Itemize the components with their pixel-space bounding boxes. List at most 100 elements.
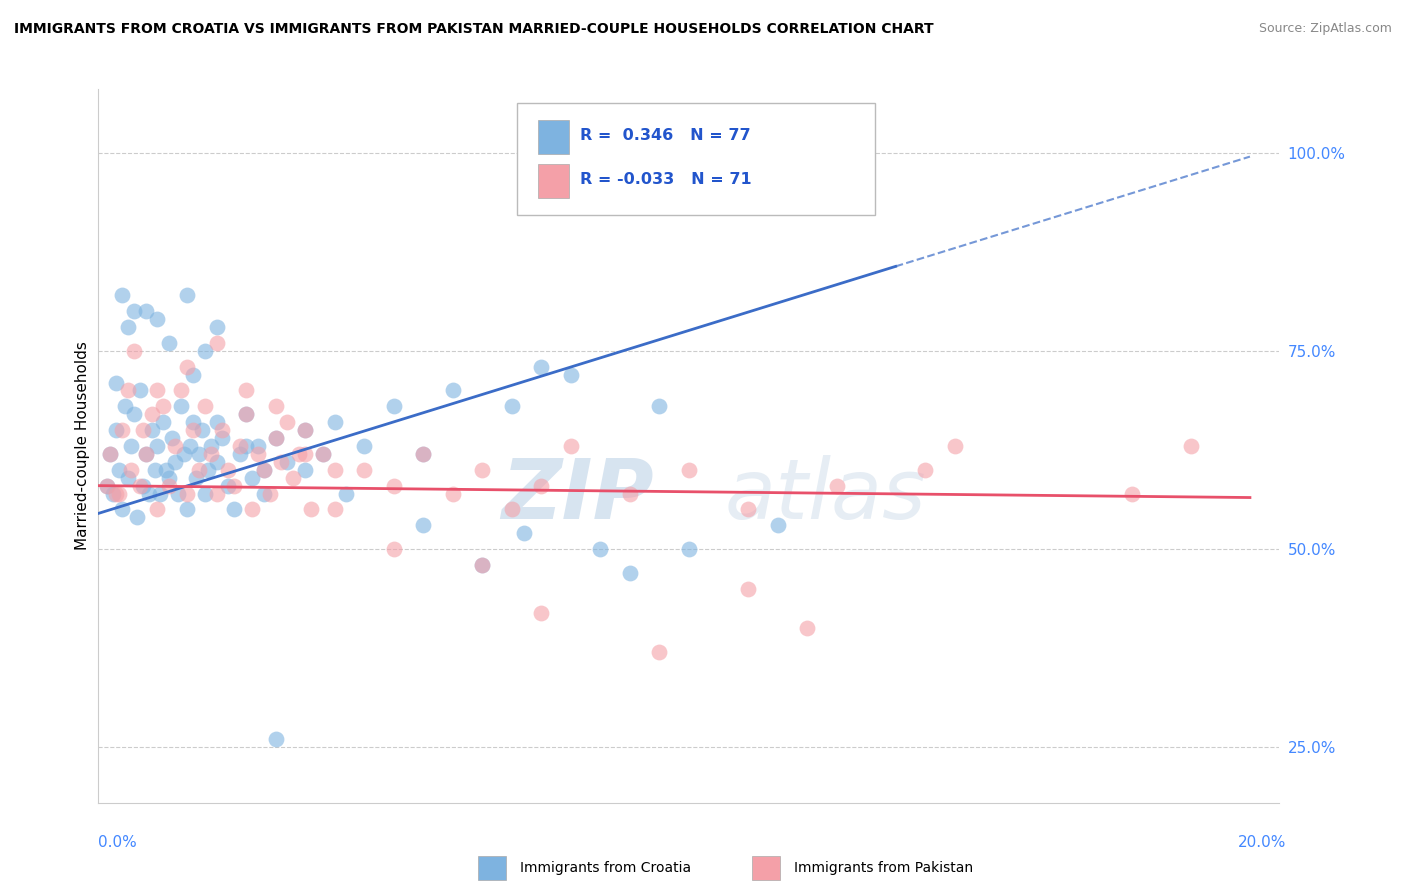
Point (312, 447, 335, 461)
Point (312, 447, 335, 461)
Point (103, 486, 125, 500)
Point (441, 384, 464, 398)
Point (619, 486, 641, 500)
Text: atlas: atlas (724, 456, 927, 536)
Point (205, 415, 228, 429)
Point (98, 447, 121, 461)
Point (197, 463, 219, 477)
Point (530, 606, 553, 620)
Point (141, 423, 163, 437)
Text: Immigrants from Pakistan: Immigrants from Pakistan (794, 861, 973, 875)
Point (211, 423, 233, 437)
Point (184, 471, 207, 485)
Point (737, 502, 759, 516)
Point (224, 478, 246, 492)
Point (135, 304, 157, 318)
Point (678, 463, 700, 477)
Point (170, 400, 193, 414)
Point (143, 463, 166, 477)
Point (560, 439, 582, 453)
Point (323, 463, 346, 477)
Point (105, 376, 128, 390)
Point (176, 359, 198, 374)
Point (678, 542, 700, 557)
Text: R = -0.033   N = 71: R = -0.033 N = 71 (579, 172, 751, 187)
Point (648, 400, 671, 414)
Point (382, 478, 405, 492)
Point (176, 288, 198, 302)
Point (412, 518, 434, 533)
Point (98, 447, 121, 461)
Point (125, 510, 148, 524)
Point (187, 463, 209, 477)
Point (157, 335, 180, 350)
Point (512, 526, 534, 541)
Point (619, 566, 641, 580)
Point (471, 463, 494, 477)
Point (288, 447, 311, 461)
Point (412, 447, 434, 461)
Point (264, 400, 287, 414)
Point (294, 447, 316, 461)
Point (471, 558, 494, 572)
Point (176, 486, 198, 500)
Text: R =  0.346   N = 77: R = 0.346 N = 77 (579, 128, 751, 143)
Point (382, 542, 405, 557)
Point (264, 431, 287, 445)
Text: 20.0%: 20.0% (1239, 836, 1286, 850)
Point (294, 423, 316, 437)
Point (128, 384, 150, 398)
Text: Source: ZipAtlas.com: Source: ZipAtlas.com (1258, 22, 1392, 36)
Point (501, 502, 523, 516)
Point (323, 415, 346, 429)
Point (648, 645, 671, 659)
Point (122, 407, 145, 421)
Point (299, 502, 322, 516)
Point (353, 463, 375, 477)
Text: Immigrants from Croatia: Immigrants from Croatia (520, 861, 692, 875)
Y-axis label: Married-couple Households: Married-couple Households (75, 342, 90, 550)
Point (1121, 486, 1143, 500)
Point (240, 471, 263, 485)
Point (152, 415, 174, 429)
Point (176, 502, 198, 516)
Point (181, 415, 204, 429)
Point (96, 478, 118, 492)
Point (205, 486, 228, 500)
Point (914, 463, 936, 477)
Point (165, 439, 187, 453)
Point (179, 439, 201, 453)
Point (766, 518, 789, 533)
Point (501, 400, 523, 414)
Point (259, 486, 281, 500)
Point (229, 439, 252, 453)
Point (235, 407, 257, 421)
Point (181, 423, 204, 437)
Point (530, 359, 553, 374)
Point (146, 384, 169, 398)
Point (211, 431, 233, 445)
Point (943, 439, 966, 453)
Point (181, 368, 204, 382)
Point (283, 471, 305, 485)
Point (157, 478, 180, 492)
Point (253, 486, 276, 500)
Point (146, 312, 169, 326)
Point (157, 471, 180, 485)
Point (382, 400, 405, 414)
Point (441, 486, 464, 500)
Point (530, 478, 553, 492)
Point (217, 463, 239, 477)
Point (205, 320, 228, 334)
Point (114, 400, 136, 414)
Point (165, 455, 187, 469)
Point (162, 431, 183, 445)
Point (120, 463, 142, 477)
Point (146, 502, 169, 516)
Point (117, 320, 139, 334)
Point (796, 621, 818, 635)
Point (167, 486, 190, 500)
Point (108, 486, 131, 500)
Point (240, 502, 263, 516)
Point (412, 447, 434, 461)
